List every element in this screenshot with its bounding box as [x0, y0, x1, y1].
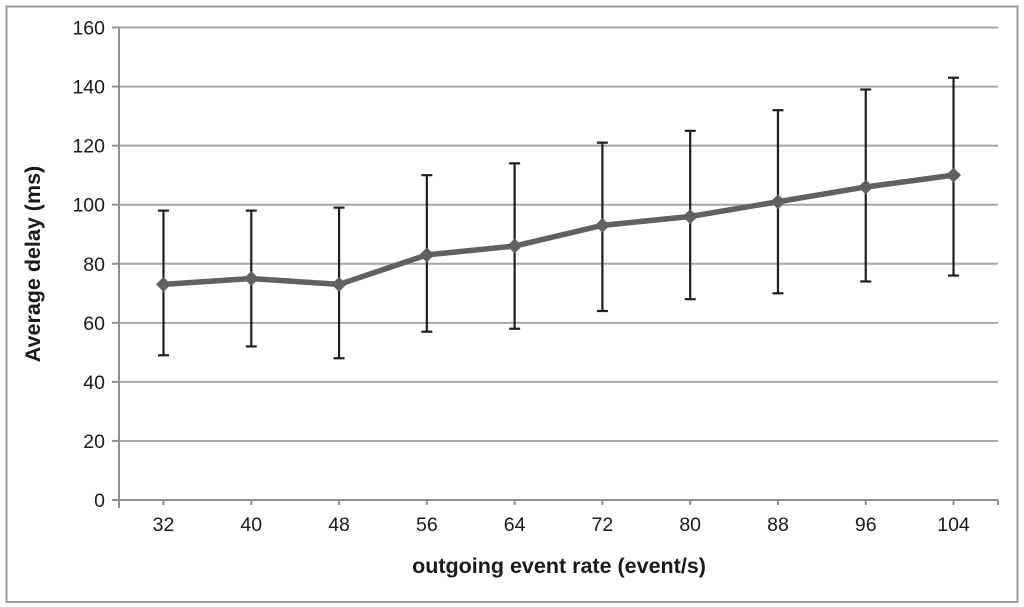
y-axis-tick-label: 80	[83, 254, 105, 276]
series-line	[160, 172, 957, 288]
series-layer	[156, 167, 962, 292]
data-point-marker	[331, 276, 347, 292]
data-point-marker	[770, 194, 786, 210]
y-axis-tick-label: 100	[72, 195, 105, 217]
chart-border	[5, 5, 1019, 603]
y-axis-title: Average delay (ms)	[21, 166, 45, 362]
y-axis-tick-label: 40	[83, 372, 105, 394]
x-axis-tick-label: 104	[937, 514, 970, 536]
data-point-marker	[594, 217, 610, 233]
x-axis-tick-label: 32	[153, 514, 175, 536]
x-axis-title: outgoing event rate (event/s)	[412, 554, 706, 578]
y-axis-tick-label: 120	[72, 136, 105, 158]
x-axis-tick-label: 80	[679, 514, 701, 536]
data-point-marker	[682, 209, 698, 224]
data-point-marker	[946, 167, 962, 183]
data-point-marker	[419, 247, 435, 263]
data-point-marker	[243, 271, 259, 287]
x-axis-tick-label: 96	[855, 514, 877, 536]
y-axis-tick-label: 160	[72, 18, 105, 40]
y-axis-tick-label: 140	[72, 77, 105, 99]
axes-layer	[112, 26, 999, 508]
y-axis-tick-label: 0	[94, 490, 105, 512]
x-axis-tick-label: 88	[767, 514, 789, 536]
data-point-marker	[507, 238, 523, 254]
x-axis-tick-label: 72	[592, 514, 614, 536]
x-axis-tick-label: 56	[416, 514, 438, 536]
y-axis-tick-label: 60	[83, 313, 105, 335]
labels-layer: 0 20 40 60 80 100 120 140 160 32 40 48 56 64 72 80 88 96 1…	[72, 18, 969, 537]
y-axis-tick-label: 20	[83, 431, 105, 453]
gridlines-layer	[119, 26, 998, 442]
data-point-marker	[156, 276, 171, 292]
data-point-marker	[858, 179, 874, 195]
x-axis-tick-label: 48	[328, 514, 350, 536]
x-axis-tick-label: 40	[240, 514, 262, 536]
x-axis-tick-label: 64	[504, 514, 526, 536]
